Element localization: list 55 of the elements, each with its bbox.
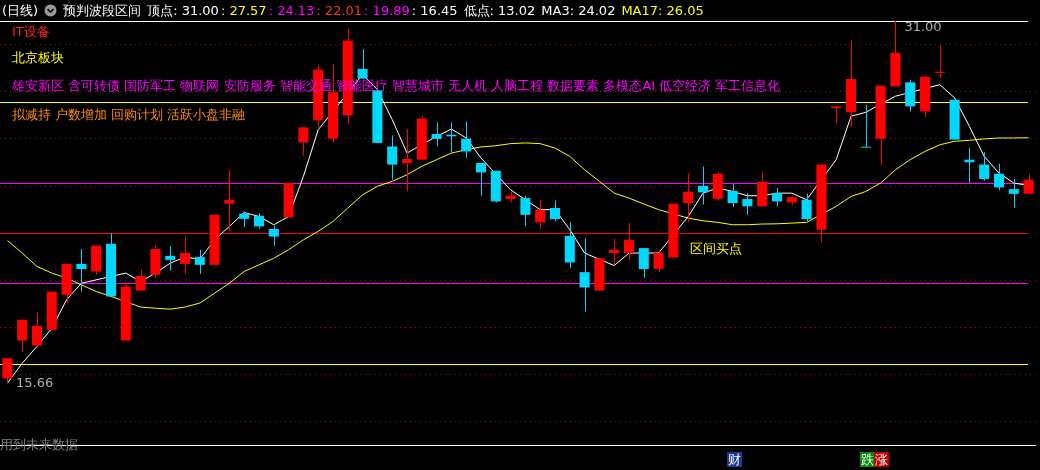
text: 顶点: 31.00 — [147, 3, 219, 18]
candlestick — [357, 48, 368, 80]
candlestick — [727, 183, 738, 208]
candlestick — [431, 121, 442, 147]
candlestick — [535, 199, 546, 231]
text: : 27.57 — [220, 3, 267, 18]
candlestick — [298, 126, 309, 157]
candlestick — [579, 237, 590, 313]
annotation: 31.00 — [904, 19, 942, 34]
candlestick — [461, 120, 472, 159]
candlestick — [742, 192, 753, 216]
candlestick — [860, 104, 871, 148]
candlestick — [268, 225, 279, 247]
candlestick — [801, 193, 812, 222]
candlestick — [1023, 173, 1034, 195]
text: 涨 — [874, 452, 889, 467]
candlestick — [831, 105, 842, 125]
candlestick — [401, 128, 413, 192]
text: 低点: 13.02 — [463, 3, 536, 18]
text: MA17: 26.05 — [621, 3, 704, 18]
candlestick — [387, 135, 398, 181]
text: 财 — [727, 452, 742, 467]
text: : 19.89 — [364, 3, 410, 18]
text: MA3: 24.02 — [541, 3, 616, 18]
annotation: 北京板块 — [12, 50, 64, 65]
candlestick — [609, 238, 620, 266]
candlestick — [224, 169, 235, 231]
candlestick — [2, 357, 13, 384]
candlestick — [549, 200, 561, 222]
candlestick — [520, 195, 531, 227]
text: 跌 — [860, 452, 875, 467]
candlestick — [475, 162, 487, 197]
annotation: IT设备 — [12, 24, 50, 39]
candlestick — [638, 247, 649, 279]
candlestick — [979, 151, 990, 182]
candlestick — [17, 319, 28, 353]
candlestick — [31, 311, 43, 349]
candlestick — [194, 249, 205, 275]
annotation: 区间买点 — [690, 241, 742, 256]
text: : 24.13 — [268, 3, 315, 18]
text: : 22.01 — [316, 3, 363, 18]
candlestick — [683, 172, 694, 223]
annotation: 拟减持 户数增加 回购计划 活跃小盘非融 — [12, 107, 246, 122]
annotation: 15.66 — [16, 375, 54, 390]
text: : 16.45 — [411, 3, 458, 18]
candlestick — [653, 249, 664, 273]
text: 预判波段区间 — [63, 3, 142, 18]
candlestick — [179, 235, 191, 275]
candlestick — [76, 248, 87, 292]
candlestick — [697, 166, 709, 206]
candlestick — [165, 245, 176, 271]
candlestick — [1008, 178, 1019, 209]
candlestick — [993, 163, 1005, 191]
chart-title: (日线) — [2, 3, 39, 18]
candlestick — [771, 187, 783, 207]
